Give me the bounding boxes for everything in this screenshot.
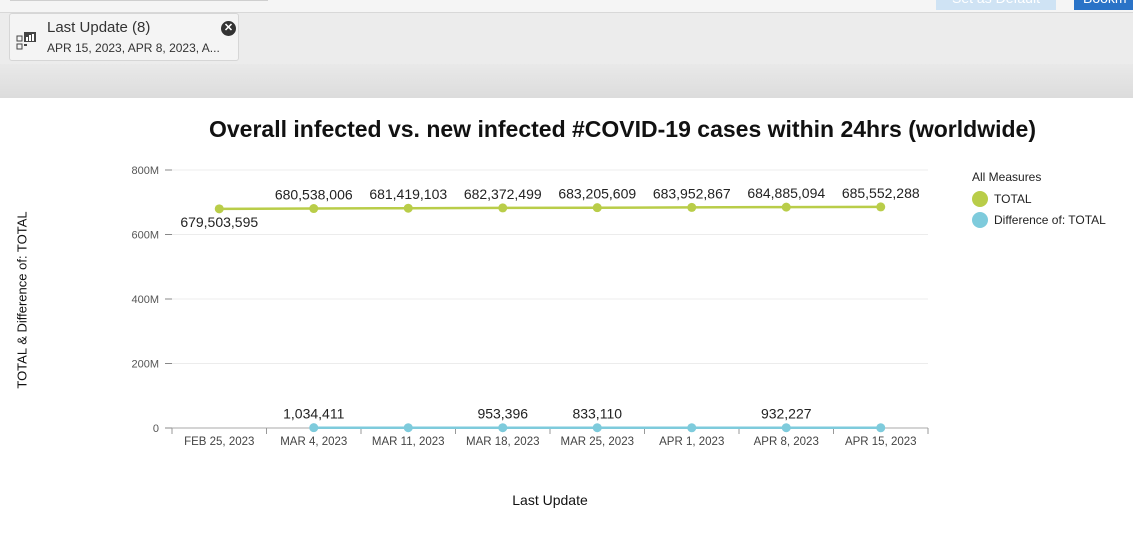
- filter-chip[interactable]: Last Update (8) APR 15, 2023, APR 8, 202…: [9, 13, 239, 61]
- x-axis-label: Last Update: [512, 492, 588, 508]
- legend-label-total: TOTAL: [994, 191, 1032, 206]
- close-icon[interactable]: ✕: [221, 21, 236, 36]
- filter-chip-title: Last Update (8): [47, 19, 151, 36]
- toolbar-input[interactable]: [10, 0, 268, 1]
- legend-title: All Measures: [972, 170, 1042, 184]
- y-axis-label: TOTAL & Difference of: TOTAL: [14, 211, 30, 389]
- filter-bar-shadow: [0, 64, 1133, 98]
- top-toolbar: Set as Default Bookm: [0, 0, 1133, 13]
- set-as-default-button[interactable]: Set as Default: [936, 0, 1056, 10]
- legend-swatch-difference: [972, 211, 988, 228]
- bookmark-button[interactable]: Bookm: [1074, 0, 1133, 10]
- filter-chip-values: APR 15, 2023, APR 8, 2023, A...: [47, 41, 220, 55]
- chart-filter-icon: [16, 30, 38, 52]
- chart-panel: [0, 98, 1133, 545]
- legend-swatch-total: [972, 190, 988, 207]
- chart-title: Overall infected vs. new infected #COVID…: [209, 116, 1036, 142]
- legend-label-difference: Difference of: TOTAL: [994, 212, 1106, 227]
- chart-legend: All Measures TOTAL Difference of: TOTAL: [972, 170, 1106, 230]
- legend-item-difference[interactable]: Difference of: TOTAL: [972, 209, 1106, 230]
- legend-item-total[interactable]: TOTAL: [972, 188, 1106, 209]
